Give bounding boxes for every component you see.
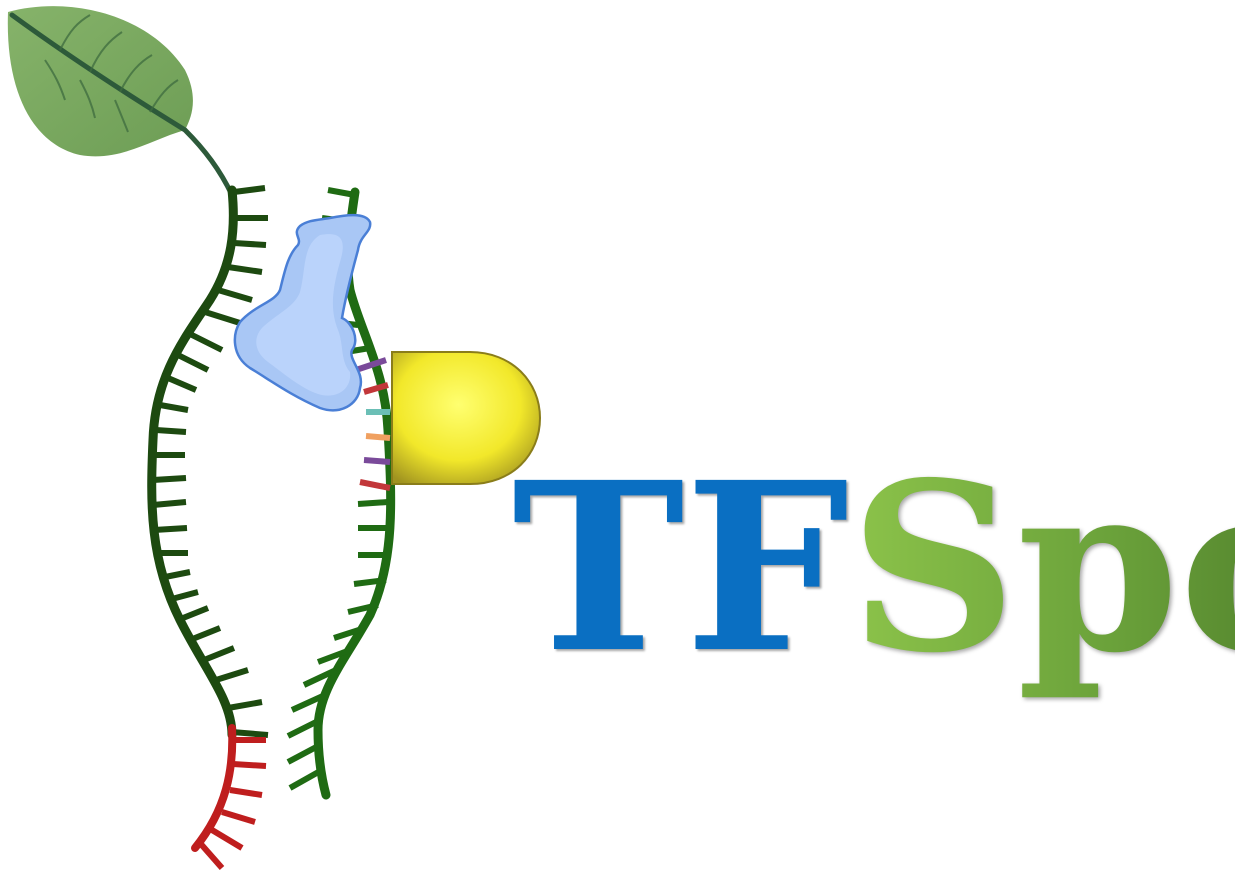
wordmark-spot: Spot [849, 431, 1235, 704]
capsule-icon [391, 351, 542, 485]
protein-icon [233, 213, 372, 412]
dna-strand-icon [147, 185, 269, 870]
wordmark: TFSpot [512, 452, 1235, 684]
leaf-icon [7, 6, 235, 198]
wordmark-tf: TF [512, 431, 850, 704]
